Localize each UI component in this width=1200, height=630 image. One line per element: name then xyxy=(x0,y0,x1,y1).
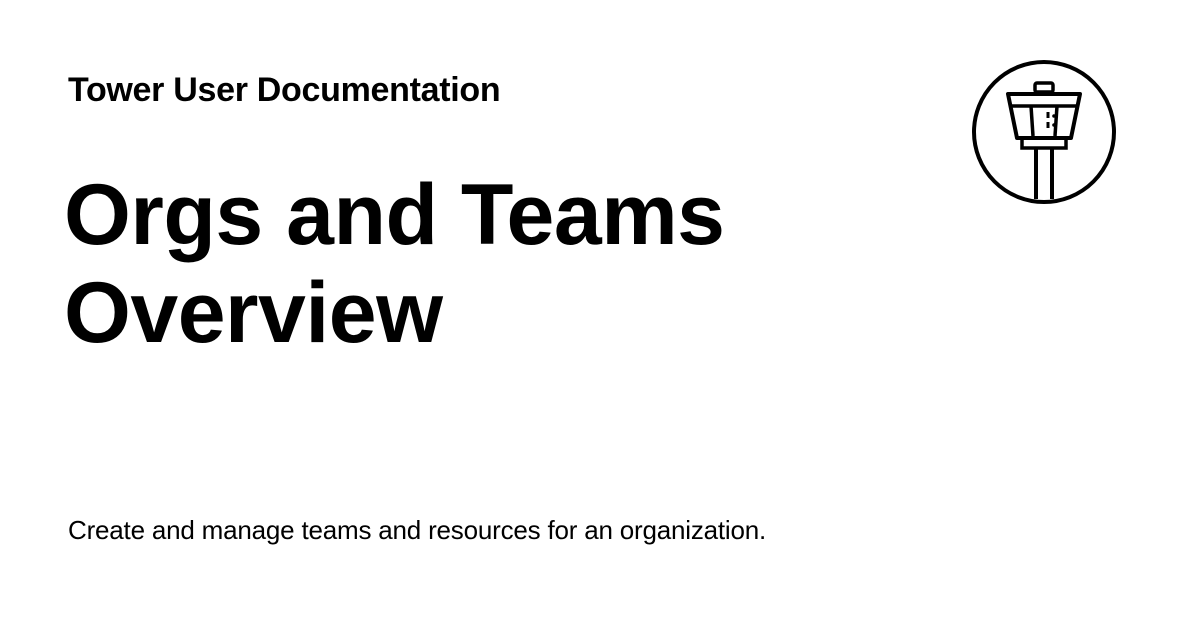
page-title-line-1: Orgs and Teams xyxy=(64,167,725,263)
site-title: Tower User Documentation xyxy=(68,71,501,109)
page-description: Create and manage teams and resources fo… xyxy=(68,515,767,545)
control-tower-icon xyxy=(970,58,1118,206)
page-title-line-2: Overview xyxy=(64,265,443,361)
page-title: Orgs and Teams Overview xyxy=(64,166,884,362)
